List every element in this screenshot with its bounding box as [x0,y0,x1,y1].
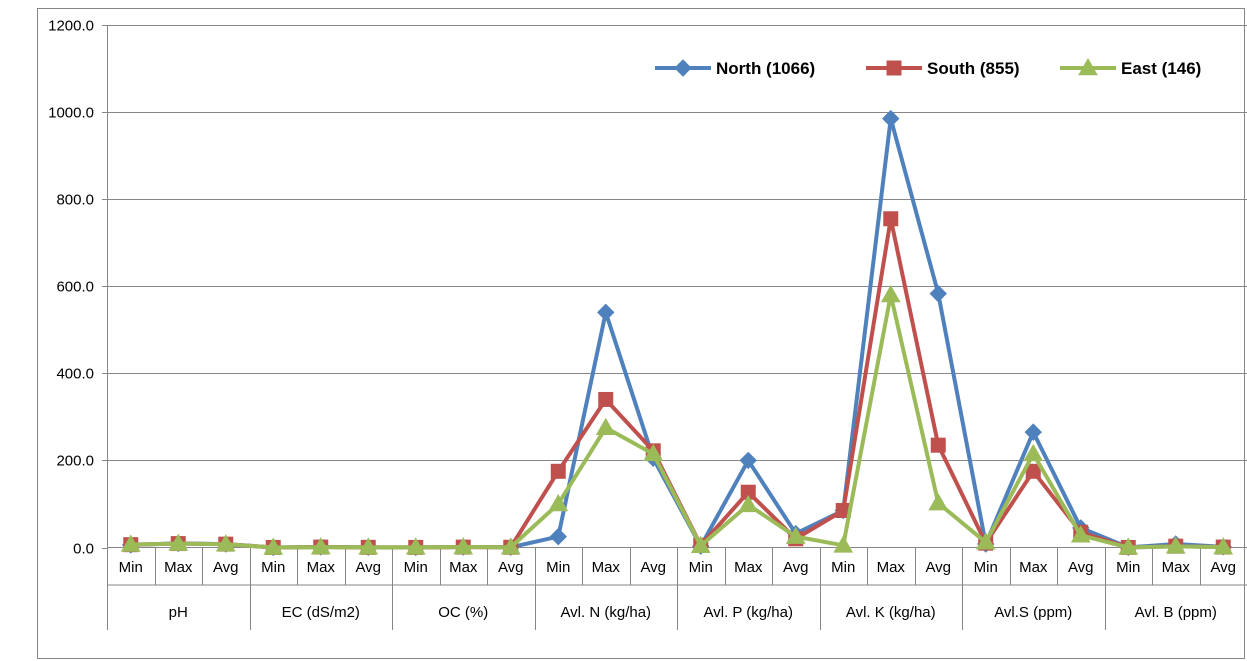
data-point [1118,537,1139,555]
y-tick-label: 1200.0 [48,18,94,35]
legend-item: South (855) [866,59,1020,78]
x-sub-tick-label: Max [877,559,906,576]
data-point [550,463,566,479]
data-point [1023,443,1044,462]
legend-label: South (855) [927,59,1020,78]
data-point [358,537,379,555]
legend-swatch-marker [1078,57,1098,76]
series-line [128,292,1226,550]
data-point [598,391,614,407]
x-sub-tick-label: Avg [640,559,666,576]
x-sub-tick-label: Min [546,559,570,576]
data-point [882,109,900,128]
data-point [1165,536,1186,554]
legend-label: East (146) [1121,59,1201,78]
y-tick-label: 200.0 [56,453,94,470]
x-sub-tick-label: Max [592,559,621,576]
x-sub-tick-label: Max [164,559,193,576]
x-sub-tick-label: Max [449,559,478,576]
y-tick-label: 0.0 [73,541,94,558]
x-group-label: Avl. P (kg/ha) [704,604,794,621]
x-sub-tick-label: Min [404,559,428,576]
x-sub-tick-label: Min [974,559,998,576]
x-sub-tick-label: Avg [783,559,809,576]
x-sub-tick-label: Min [1116,559,1140,576]
y-tick-label: 1000.0 [48,105,94,122]
x-group-label: pH [169,604,188,621]
data-point [928,493,949,511]
data-point [549,527,567,546]
chart-area-border [37,8,1245,659]
x-group-label: Avl. B (ppm) [1135,604,1217,621]
x-sub-tick-label: Avg [498,559,524,576]
data-point [168,533,189,551]
data-point [738,494,759,513]
y-tick-label: 800.0 [56,192,94,209]
x-sub-tick-label: Avg [213,559,239,576]
x-sub-tick-label: Max [307,559,336,576]
data-point [643,443,664,462]
data-point [690,535,711,554]
data-point [930,437,946,453]
data-point [975,532,996,550]
data-point [1024,423,1042,441]
x-group-label: Avl. K (kg/ha) [846,604,936,621]
data-point [739,451,757,470]
x-sub-tick-label: Avg [1210,559,1236,576]
legend-swatch-marker [886,60,902,76]
legend-item: East (146) [1060,57,1201,78]
x-group-label: Avl.S (ppm) [994,604,1072,621]
x-group-label: Avl. N (kg/ha) [560,604,651,621]
x-sub-tick-label: Min [119,559,143,576]
x-sub-tick-label: Avg [1068,559,1094,576]
x-sub-tick-label: Max [1019,559,1048,576]
legend-item: North (1066) [655,59,815,78]
legend: North (1066) South (855) East (146) [655,57,1201,78]
data-point [929,284,947,303]
data-point [405,537,426,555]
data-point [548,493,569,512]
x-sub-tick-label: Min [689,559,713,576]
x-sub-tick-label: Min [261,559,285,576]
data-point [453,537,474,555]
y-tick-label: 400.0 [56,366,94,383]
data-point [883,211,899,227]
legend-label: North (1066) [716,59,815,78]
legend-swatch-marker [674,59,692,77]
data-point [1025,463,1041,479]
x-group-label: EC (dS/m2) [282,604,360,621]
series-plot [120,109,1234,557]
x-sub-tick-label: Avg [925,559,951,576]
x-sub-tick-label: Max [1162,559,1191,576]
data-point [597,303,615,322]
x-sub-tick-label: Max [734,559,763,576]
data-point [215,534,236,552]
y-tick-label: 600.0 [56,279,94,296]
data-point [595,417,616,436]
data-point [310,537,331,555]
data-point [500,537,521,555]
x-sub-tick-label: Avg [355,559,381,576]
gridlines [107,25,1247,461]
data-point [120,534,141,552]
x-sub-tick-label: Min [831,559,855,576]
data-point [263,537,284,555]
data-point [880,284,901,303]
data-point [785,526,806,544]
data-point [1070,525,1091,543]
data-point [833,535,854,553]
series-3 [120,284,1234,555]
x-group-label: OC (%) [438,604,488,621]
data-point [1213,537,1234,555]
